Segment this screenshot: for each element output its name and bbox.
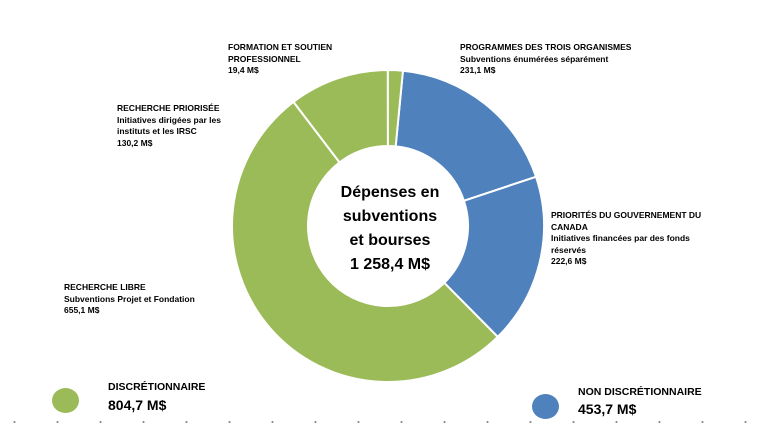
- label-priorites-desc-1: Initiatives financées par des fonds: [551, 233, 690, 243]
- donut-slice-1: [442, 175, 545, 339]
- center-line-1: Dépenses en: [340, 184, 440, 201]
- label-priorites-name-2: CANADA: [551, 221, 588, 232]
- label-libre-desc: Subventions Projet et Fondation: [64, 293, 195, 304]
- label-libre: RECHERCHE LIBRE Subventions Projet et Fo…: [64, 282, 195, 317]
- label-priorites-value: 222,6 M$: [551, 256, 587, 266]
- label-formation-name-2: PROFESSIONNEL: [228, 53, 301, 64]
- label-programmes-name: PROGRAMMES DES TROIS ORGANISMES: [460, 42, 632, 52]
- bottom-dotted-rule: [0, 419, 763, 425]
- label-priorisee: RECHERCHE PRIORISÉE Initiatives dirigées…: [117, 103, 221, 149]
- legend-discretionary-label: DISCRÉTIONNAIRE: [108, 381, 206, 393]
- label-priorites-name-1: PRIORITÉS DU GOUVERNEMENT DU: [551, 210, 702, 220]
- label-priorites-desc-2: réservés: [551, 244, 586, 255]
- label-priorites: PRIORITÉS DU GOUVERNEMENT DU CANADA Init…: [551, 210, 701, 268]
- chart-center-label: Dépenses en subventions et bourses 1 258…: [318, 181, 462, 277]
- legend-non-discretionary-swatch: [532, 394, 559, 419]
- label-programmes: PROGRAMMES DES TROIS ORGANISMES Subventi…: [460, 42, 631, 77]
- label-formation-value: 19,4 M$: [228, 65, 259, 75]
- legend-non-discretionary-label: NON DISCRÉTIONNAIRE: [578, 386, 702, 398]
- donut-slice-4: [386, 69, 405, 148]
- label-priorisee-desc-1: Initiatives dirigées par les: [117, 114, 221, 125]
- donut-slice-2: [230, 100, 500, 384]
- label-formation: FORMATION ET SOUTIEN PROFESSIONNEL 19,4 …: [228, 42, 332, 77]
- legend-discretionary-value: 804,7 M$: [108, 397, 167, 413]
- legend-non-discretionary-value: 453,7 M$: [578, 401, 637, 417]
- center-line-2: subventions: [342, 208, 438, 225]
- label-libre-value: 655,1 M$: [64, 305, 100, 315]
- label-formation-name-1: FORMATION ET SOUTIEN: [228, 42, 333, 52]
- center-line-3: et bourses: [349, 232, 431, 249]
- label-programmes-value: 231,1 M$: [460, 65, 496, 75]
- donut-slice-0: [394, 69, 538, 203]
- center-total: 1 258,4 M$: [349, 256, 431, 273]
- label-priorisee-desc-2: instituts et les IRSC: [117, 126, 197, 136]
- label-priorisee-value: 130,2 M$: [117, 137, 153, 148]
- label-libre-name: RECHERCHE LIBRE: [64, 282, 146, 292]
- legend-discretionary-swatch: [52, 388, 79, 413]
- label-priorisee-name: RECHERCHE PRIORISÉE: [117, 103, 220, 113]
- label-programmes-desc: Subventions énumérées séparément: [460, 53, 609, 64]
